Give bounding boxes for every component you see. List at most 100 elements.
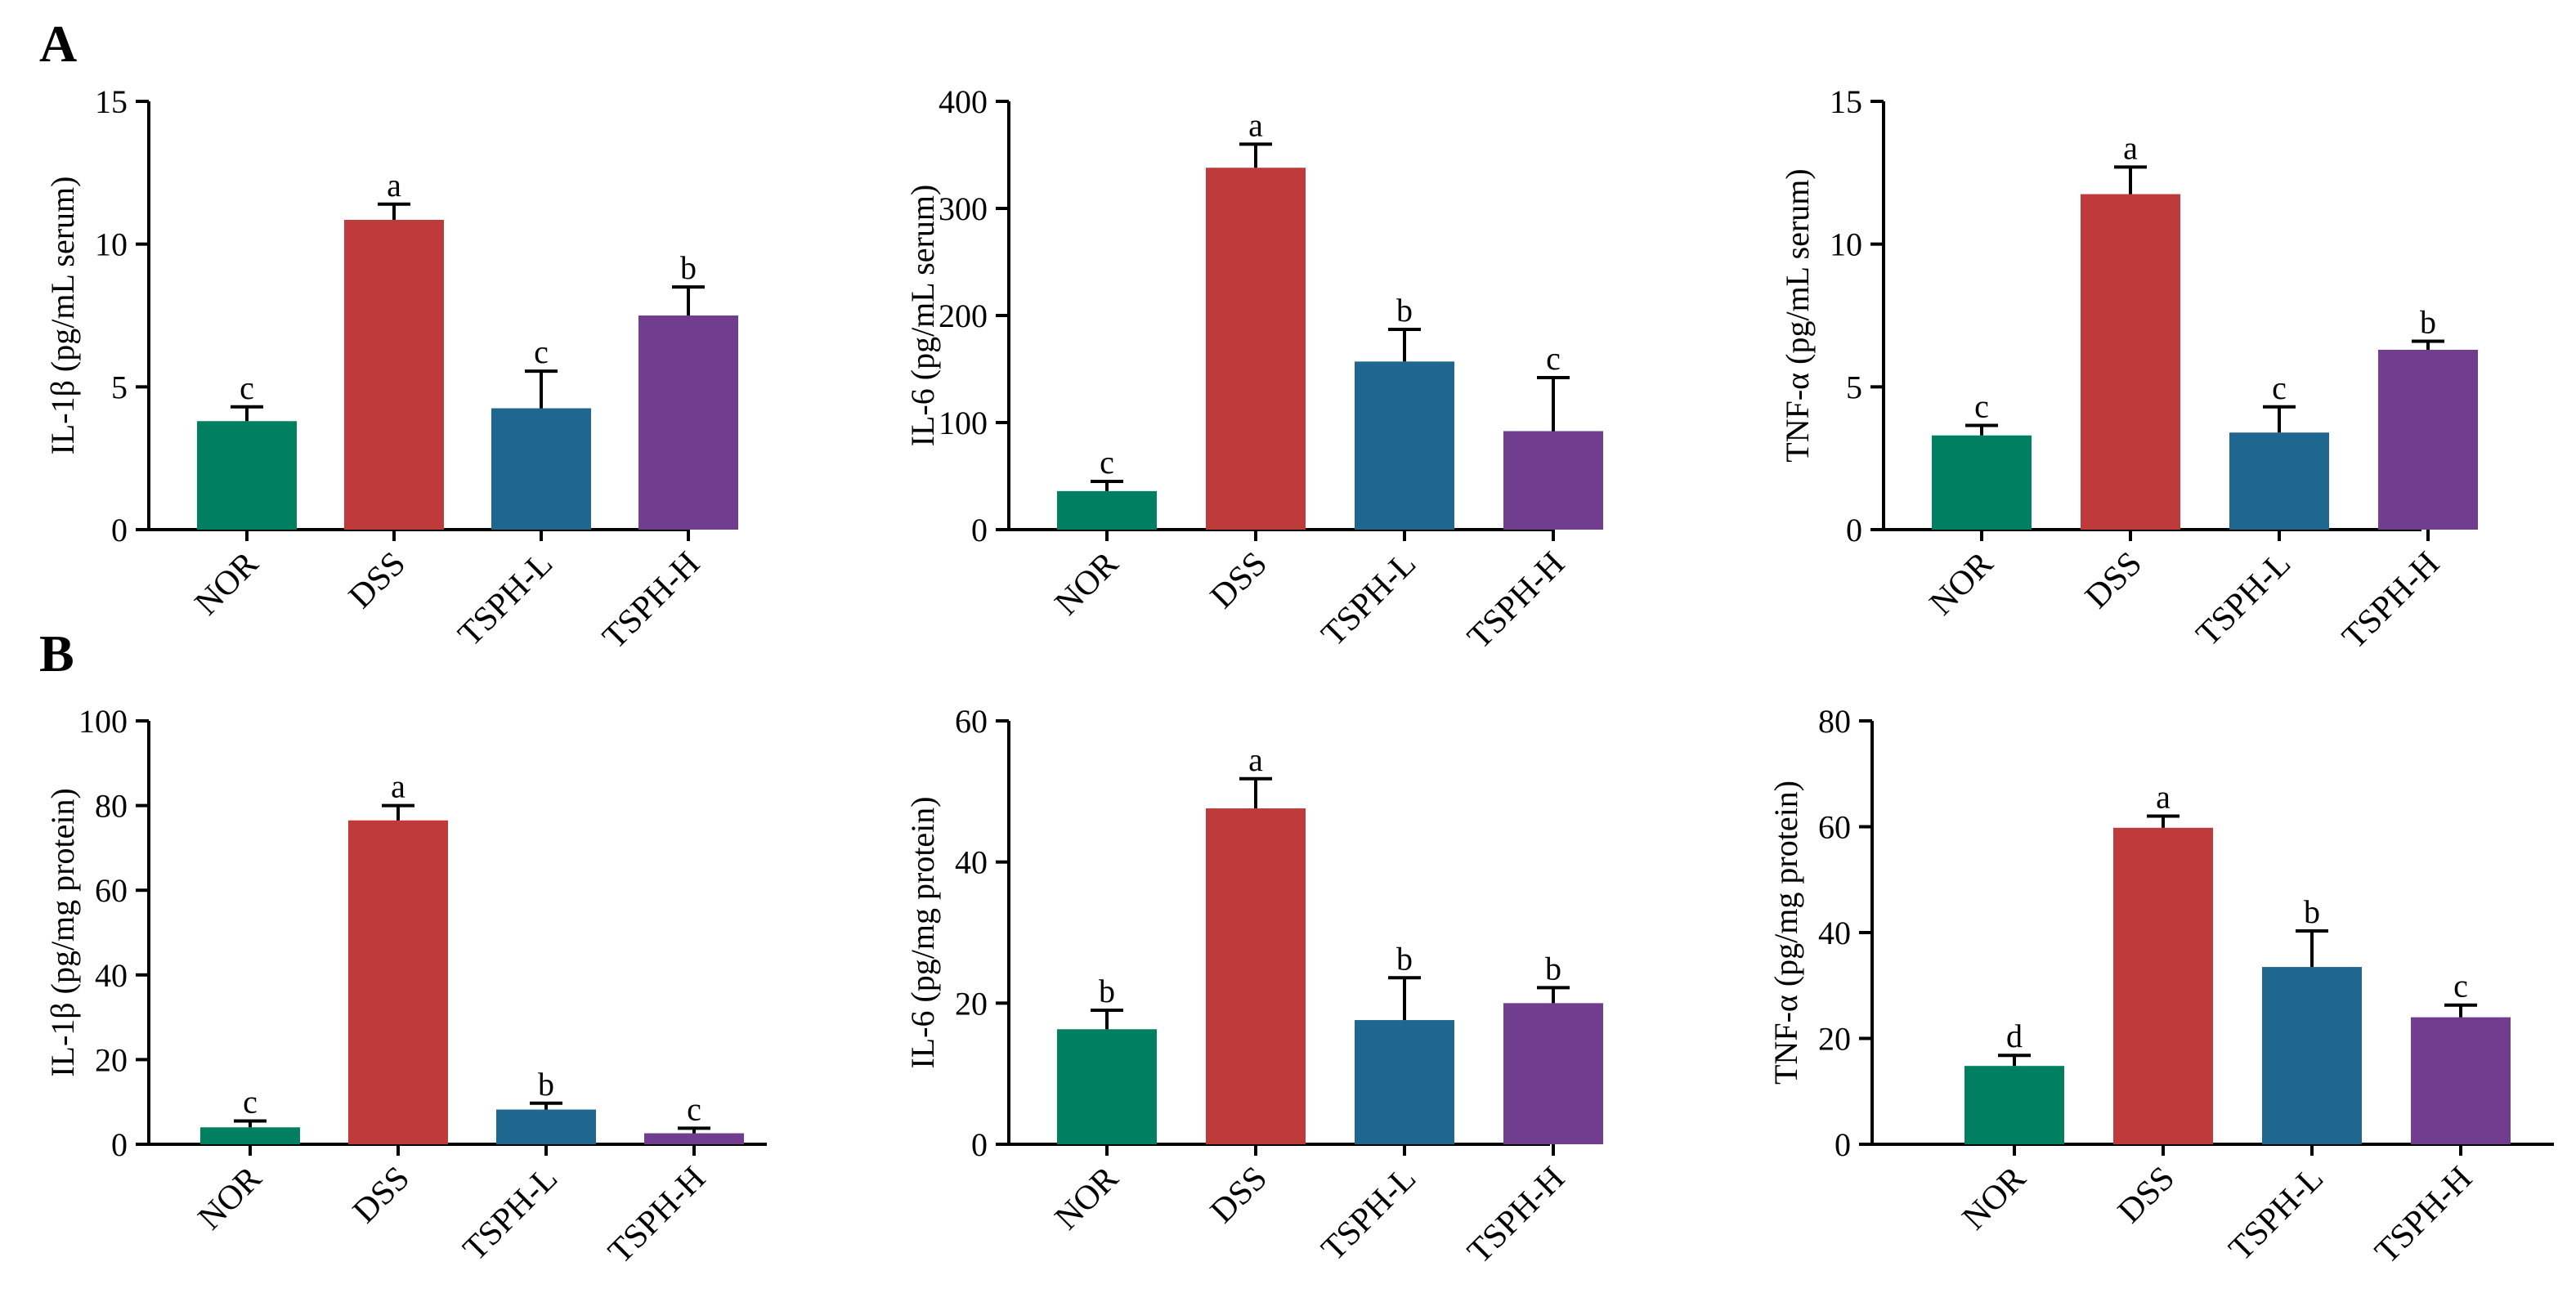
x-tick-label: DSS: [1203, 1160, 1275, 1231]
significance-letter: c: [1546, 340, 1561, 377]
y-tick-label: 80: [95, 788, 128, 825]
bar-tsph-h: [2411, 1017, 2511, 1144]
x-tick-label: TSPH-H: [2368, 1160, 2480, 1271]
y-tick-label: 200: [939, 298, 988, 334]
bar-nor: [1932, 435, 2032, 530]
chart-1: 0 5 10 15 IL-1β (pg/mL serum) c NOR a DSS c TSPH-L…: [44, 83, 738, 656]
y-tick-label: 60: [95, 872, 128, 909]
x-tick-label: TSPH-H: [596, 545, 707, 656]
bar-dss: [1206, 168, 1306, 530]
x-tick-label: TSPH-H: [2336, 545, 2447, 656]
y-tick-label: 40: [1818, 915, 1851, 951]
significance-letter: d: [2006, 1018, 2023, 1054]
bar-tsph-h: [638, 315, 738, 530]
y-tick-label: 100: [78, 703, 128, 740]
x-tick-label: DSS: [1203, 545, 1275, 616]
significance-letter: b: [1545, 950, 1561, 987]
significance-letter: a: [391, 768, 405, 805]
bar-tsph-l: [2229, 432, 2329, 530]
bar-nor: [200, 1127, 300, 1144]
y-tick-label: 400: [939, 83, 988, 120]
y-axis-label: IL-6 (pg/mg protein): [904, 796, 941, 1068]
significance-letter: b: [2304, 893, 2320, 930]
chart-3: 0 5 10 15 TNF-α (pg/mL serum) c NOR a DSS c TSPH-L…: [1779, 83, 2478, 656]
significance-letter: c: [687, 1090, 701, 1127]
y-tick-label: 300: [939, 190, 988, 227]
y-axis-label: IL-1β (pg/mg protein): [44, 788, 81, 1077]
significance-letter: c: [2453, 968, 2468, 1005]
significance-letter: c: [243, 1084, 258, 1121]
y-tick-label: 60: [1818, 809, 1851, 846]
x-tick-label: NOR: [1048, 545, 1126, 623]
y-tick-label: 0: [111, 1126, 128, 1163]
x-tick-label: NOR: [191, 1160, 269, 1237]
x-tick-label: TSPH-H: [1461, 545, 1572, 656]
bar-nor: [1964, 1066, 2064, 1144]
significance-letter: c: [2272, 369, 2287, 406]
bar-tsph-l: [2262, 967, 2362, 1144]
significance-letter: a: [1248, 741, 1263, 778]
y-tick-label: 10: [95, 226, 128, 263]
chart-5: 0 20 40 60 IL-6 (pg/mg protein) b NOR a DSS b TSPH…: [904, 703, 1603, 1271]
x-tick-label: NOR: [188, 545, 266, 623]
y-axis-label: TNF-α (pg/mL serum): [1779, 168, 1816, 462]
x-tick-label: DSS: [2078, 545, 2149, 616]
y-tick-label: 20: [95, 1041, 128, 1078]
x-tick-label: NOR: [1956, 1160, 2033, 1237]
x-tick-label: NOR: [1923, 545, 2000, 623]
bar-dss: [1206, 808, 1306, 1144]
bar-dss: [2113, 827, 2213, 1144]
y-tick-label: 20: [1818, 1021, 1851, 1058]
y-tick-label: 15: [1830, 83, 1862, 120]
y-tick-label: 10: [1830, 226, 1862, 263]
bar-nor: [197, 421, 297, 530]
x-tick-label: TSPH-H: [1461, 1160, 1572, 1271]
significance-letter: b: [1396, 940, 1413, 977]
significance-letter: c: [1974, 387, 1989, 424]
y-tick-label: 0: [971, 1126, 988, 1163]
significance-letter: b: [538, 1066, 554, 1103]
panel-label-a: A: [39, 15, 78, 73]
significance-letter: c: [240, 369, 254, 406]
y-axis-label: TNF-α (pg/mg protein): [1767, 781, 1804, 1085]
y-tick-label: 0: [971, 512, 988, 548]
bar-tsph-h: [2378, 349, 2478, 530]
bar-dss: [2081, 194, 2180, 530]
x-tick-label: TSPH-L: [1315, 1160, 1423, 1268]
y-tick-label: 0: [1835, 1126, 1851, 1163]
significance-letter: a: [1248, 106, 1263, 143]
significance-letter: c: [534, 333, 549, 370]
y-tick-label: 60: [955, 703, 988, 740]
panel-label-b: B: [39, 624, 74, 682]
significance-letter: a: [2156, 779, 2171, 816]
y-tick-label: 5: [111, 369, 128, 405]
bar-tsph-h: [644, 1133, 744, 1144]
x-tick-label: DSS: [346, 1160, 417, 1231]
bar-tsph-h: [1503, 431, 1603, 530]
x-tick-label: TSPH-L: [2189, 545, 2298, 654]
bar-tsph-l: [1355, 361, 1454, 530]
chart-4: 0 20 40 60 80 100 IL-1β (pg/mg protein) c NOR a DS…: [44, 703, 767, 1271]
bar-dss: [344, 219, 444, 530]
x-tick-label: NOR: [1048, 1160, 1126, 1237]
y-tick-label: 40: [95, 957, 128, 994]
significance-letter: a: [387, 167, 401, 204]
bar-tsph-l: [496, 1109, 596, 1144]
x-tick-label: TSPH-L: [1315, 545, 1423, 654]
x-tick-label: TSPH-L: [456, 1160, 565, 1268]
bar-nor: [1057, 1029, 1157, 1144]
x-tick-label: DSS: [2111, 1160, 2182, 1231]
x-tick-label: TSPH-L: [2222, 1160, 2331, 1268]
bar-tsph-l: [1355, 1020, 1454, 1144]
bar-dss: [348, 820, 448, 1144]
significance-letter: b: [1099, 973, 1115, 1009]
y-axis-label: IL-1β (pg/mL serum): [44, 177, 81, 455]
chart-2: 0 100 200 300 400 IL-6 (pg/mL serum) c NOR a DSS b…: [904, 83, 1603, 656]
significance-letter: c: [1100, 444, 1114, 481]
y-tick-label: 0: [1846, 512, 1862, 548]
chart-6: 0 20 40 60 80 TNF-α (pg/mg protein) d NOR a DSS b T…: [1767, 703, 2554, 1271]
significance-letter: b: [1396, 292, 1413, 329]
x-tick-label: DSS: [342, 545, 413, 616]
bar-tsph-l: [491, 408, 591, 530]
